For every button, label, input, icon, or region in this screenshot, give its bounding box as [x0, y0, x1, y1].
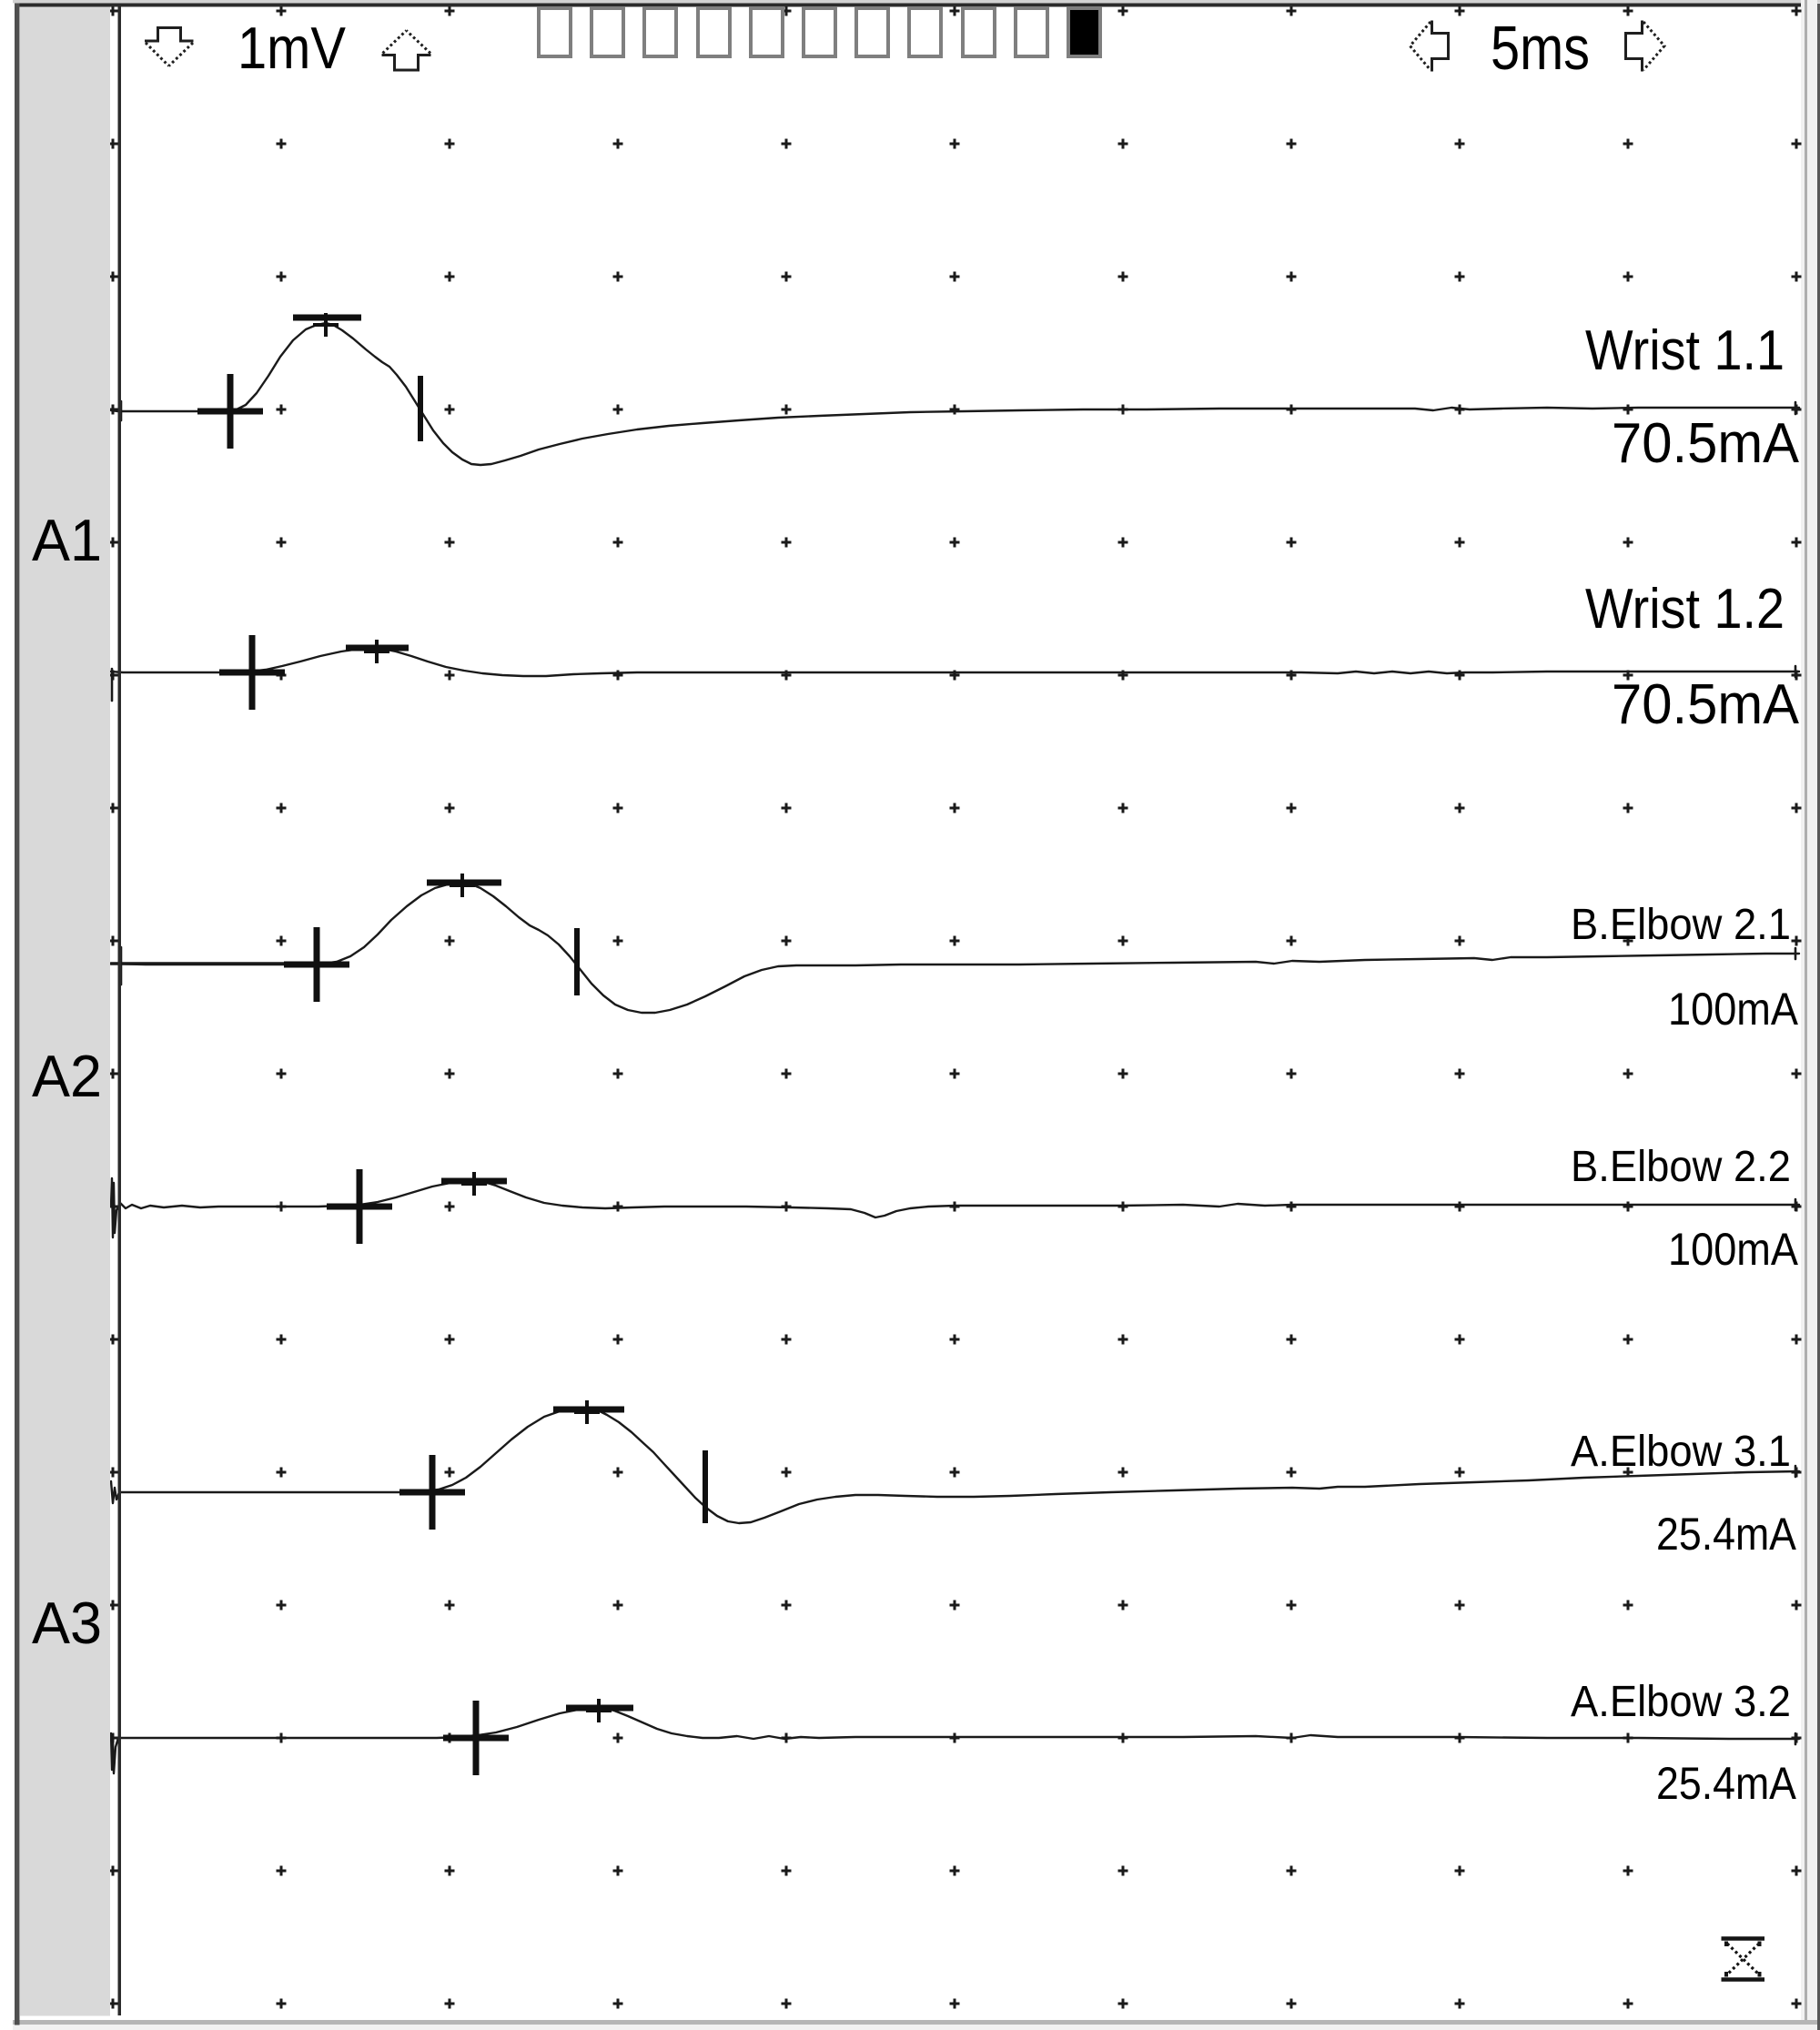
svg-text:A1: A1: [32, 507, 102, 573]
svg-text:Wrist 1.1: Wrist 1.1: [1585, 319, 1785, 382]
svg-text:70.5mA: 70.5mA: [1612, 412, 1800, 475]
svg-text:A2: A2: [32, 1043, 102, 1109]
svg-text:Wrist 1.2: Wrist 1.2: [1585, 578, 1785, 641]
svg-text:100mA: 100mA: [1668, 1224, 1799, 1275]
svg-text:1mV: 1mV: [238, 15, 347, 81]
svg-text:25.4mA: 25.4mA: [1656, 1758, 1797, 1809]
svg-text:25.4mA: 25.4mA: [1656, 1509, 1797, 1560]
svg-text:A.Elbow 3.2: A.Elbow 3.2: [1571, 1678, 1791, 1726]
svg-text:70.5mA: 70.5mA: [1612, 673, 1800, 736]
svg-text:100mA: 100mA: [1668, 984, 1799, 1035]
svg-text:A.Elbow 3.1: A.Elbow 3.1: [1571, 1428, 1791, 1476]
svg-text:B.Elbow 2.2: B.Elbow 2.2: [1571, 1143, 1791, 1191]
svg-text:B.Elbow 2.1: B.Elbow 2.1: [1571, 901, 1791, 949]
svg-text:A3: A3: [32, 1590, 102, 1656]
svg-text:5ms: 5ms: [1491, 14, 1590, 83]
